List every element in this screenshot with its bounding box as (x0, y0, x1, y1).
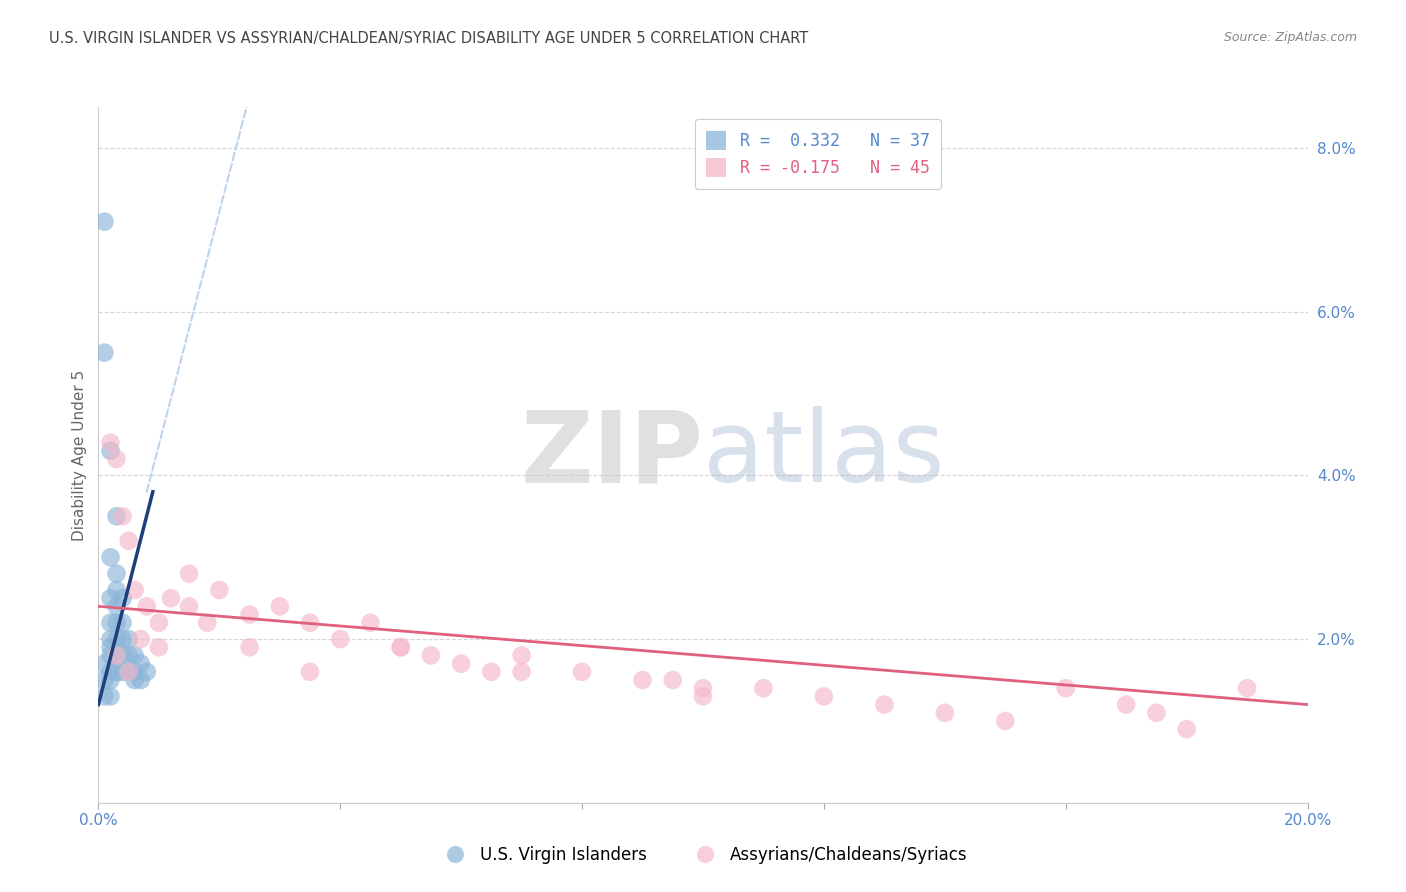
Point (135, 665, 157, 679)
Point (934, 706, 956, 720)
Point (100, 550, 122, 565)
Point (100, 435, 122, 450)
Point (299, 615, 322, 630)
Point (105, 452, 128, 467)
Point (129, 632, 152, 646)
Point (873, 698, 896, 712)
Point (93, 690, 115, 704)
Point (105, 566, 128, 581)
Point (93, 657, 115, 671)
Point (105, 615, 128, 630)
Point (111, 632, 134, 646)
Point (100, 640, 122, 655)
Point (124, 673, 146, 687)
Point (571, 665, 593, 679)
Legend: U.S. Virgin Islanders, Assyrians/Chaldeans/Syriacs: U.S. Virgin Islanders, Assyrians/Chaldea… (432, 839, 974, 871)
Point (299, 665, 322, 679)
Point (752, 681, 775, 696)
Point (105, 509, 128, 524)
Point (111, 615, 134, 630)
Point (100, 648, 122, 663)
Point (1054, 681, 1077, 696)
Point (179, 566, 201, 581)
Point (111, 509, 134, 524)
Point (208, 582, 231, 597)
Point (661, 673, 683, 687)
Point (135, 599, 157, 614)
Point (1175, 722, 1198, 736)
Point (100, 591, 122, 606)
Point (160, 591, 183, 606)
Point (360, 615, 382, 630)
Point (93, 345, 115, 359)
Legend: R =  0.332   N = 37, R = -0.175   N = 45: R = 0.332 N = 37, R = -0.175 N = 45 (695, 119, 941, 189)
Point (239, 640, 262, 655)
Point (329, 632, 352, 646)
Point (148, 640, 170, 655)
Point (100, 615, 122, 630)
Point (179, 599, 201, 614)
Point (100, 690, 122, 704)
Point (105, 632, 128, 646)
Point (100, 632, 122, 646)
Point (118, 648, 141, 663)
Point (1115, 698, 1137, 712)
Point (450, 657, 472, 671)
Point (269, 599, 291, 614)
Point (994, 714, 1017, 728)
Point (105, 648, 128, 663)
Point (692, 681, 714, 696)
Point (105, 599, 128, 614)
Point (111, 591, 134, 606)
Point (100, 673, 122, 687)
Point (124, 648, 146, 663)
Point (631, 673, 654, 687)
Point (118, 665, 141, 679)
Point (105, 582, 128, 597)
Point (692, 690, 714, 704)
Text: Source: ZipAtlas.com: Source: ZipAtlas.com (1223, 31, 1357, 45)
Y-axis label: Disability Age Under 5: Disability Age Under 5 (72, 369, 87, 541)
Point (239, 607, 262, 622)
Text: ZIP: ZIP (520, 407, 703, 503)
Point (93, 214, 115, 228)
Point (124, 665, 146, 679)
Text: atlas: atlas (703, 407, 945, 503)
Point (118, 533, 141, 548)
Point (481, 665, 503, 679)
Point (105, 665, 128, 679)
Point (1236, 681, 1258, 696)
Point (510, 648, 533, 663)
Point (389, 640, 412, 655)
Point (389, 640, 412, 655)
Point (129, 657, 152, 671)
Point (148, 615, 170, 630)
Point (129, 673, 152, 687)
Point (118, 632, 141, 646)
Point (118, 665, 141, 679)
Point (195, 615, 218, 630)
Point (100, 665, 122, 679)
Point (93, 673, 115, 687)
Point (813, 690, 835, 704)
Point (1144, 706, 1167, 720)
Point (111, 648, 134, 663)
Point (111, 665, 134, 679)
Text: U.S. VIRGIN ISLANDER VS ASSYRIAN/CHALDEAN/SYRIAC DISABILITY AGE UNDER 5 CORRELAT: U.S. VIRGIN ISLANDER VS ASSYRIAN/CHALDEA… (49, 31, 808, 46)
Point (105, 648, 128, 663)
Point (420, 648, 443, 663)
Point (124, 582, 146, 597)
Point (510, 665, 533, 679)
Point (100, 443, 122, 458)
